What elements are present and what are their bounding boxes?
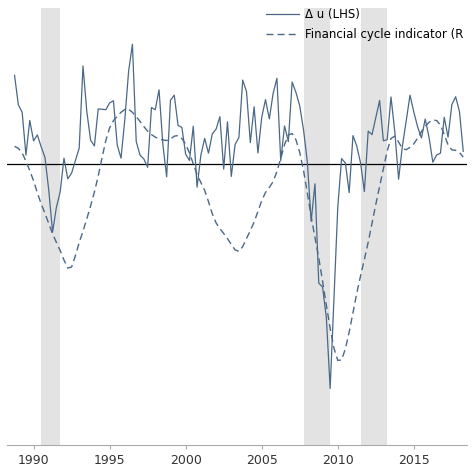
Line: Financial cycle indicator (R: Financial cycle indicator (R bbox=[15, 109, 463, 360]
Δ u (LHS) bbox=[156, 87, 162, 93]
Δ u (LHS) bbox=[129, 41, 135, 47]
Δ u (LHS) bbox=[103, 107, 109, 113]
Financial cycle indicator (R bbox=[335, 357, 341, 363]
Financial cycle indicator (R bbox=[346, 329, 352, 335]
Δ u (LHS) bbox=[12, 73, 18, 78]
Legend: Δ u (LHS), Financial cycle indicator (R: Δ u (LHS), Financial cycle indicator (R bbox=[264, 6, 466, 43]
Δ u (LHS) bbox=[346, 190, 352, 195]
Bar bbox=[303, 9, 330, 445]
Line: Δ u (LHS): Δ u (LHS) bbox=[15, 44, 463, 389]
Financial cycle indicator (R bbox=[381, 166, 386, 172]
Δ u (LHS) bbox=[381, 138, 386, 144]
Financial cycle indicator (R bbox=[12, 144, 18, 149]
Δ u (LHS) bbox=[403, 118, 409, 124]
Bar bbox=[361, 9, 387, 445]
Financial cycle indicator (R bbox=[103, 137, 109, 143]
Δ u (LHS) bbox=[460, 148, 466, 154]
Financial cycle indicator (R bbox=[126, 107, 131, 112]
Financial cycle indicator (R bbox=[156, 136, 162, 142]
Financial cycle indicator (R bbox=[278, 155, 283, 161]
Financial cycle indicator (R bbox=[403, 147, 409, 153]
Δ u (LHS) bbox=[328, 386, 333, 392]
Δ u (LHS) bbox=[278, 158, 283, 164]
Bar bbox=[41, 9, 60, 445]
Financial cycle indicator (R bbox=[460, 154, 466, 160]
